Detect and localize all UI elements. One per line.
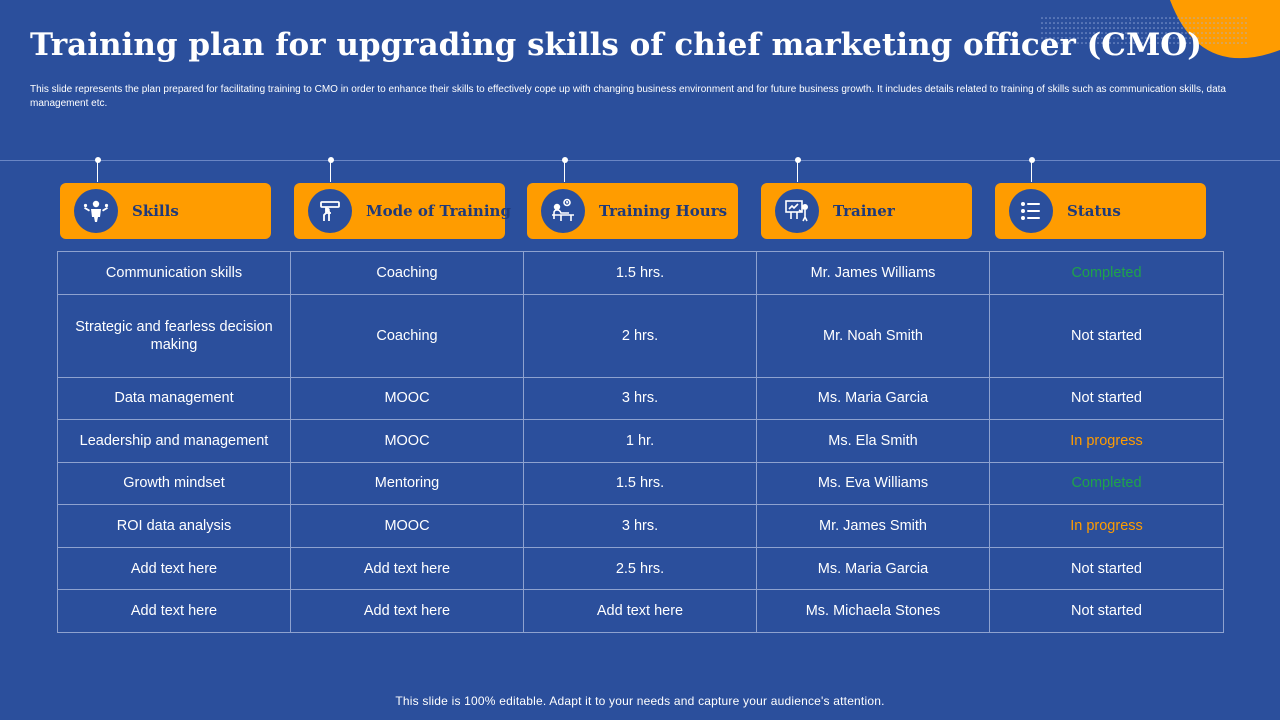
skill-cell: Communication skills bbox=[57, 251, 291, 295]
timeline-dot bbox=[795, 157, 801, 163]
table-row: Growth mindset Mentoring 1.5 hrs. Ms. Ev… bbox=[57, 461, 1224, 506]
trainer-presentation-icon bbox=[775, 189, 819, 233]
hours-cell: 1.5 hrs. bbox=[523, 461, 757, 506]
timeline-connector bbox=[1031, 160, 1032, 182]
training-mode-icon bbox=[308, 189, 352, 233]
header-status: Status bbox=[995, 183, 1206, 239]
trainer-cell: Ms. Michaela Stones bbox=[756, 589, 990, 633]
timeline-connector bbox=[330, 160, 331, 182]
table-row: Data management MOOC 3 hrs. Ms. Maria Ga… bbox=[57, 376, 1224, 421]
timeline-dot bbox=[328, 157, 334, 163]
header-training-hours: Training Hours bbox=[527, 183, 738, 239]
timeline-dot bbox=[562, 157, 568, 163]
training-table: Communication skills Coaching 1.5 hrs. M… bbox=[57, 251, 1224, 633]
skill-cell: Growth mindset bbox=[57, 461, 291, 506]
dot-pattern-decoration bbox=[1041, 17, 1247, 44]
table-row: Communication skills Coaching 1.5 hrs. M… bbox=[57, 251, 1224, 295]
skill-cell: ROI data analysis bbox=[57, 504, 291, 548]
trainer-cell: Mr. Noah Smith bbox=[756, 293, 990, 378]
mode-cell: MOOC bbox=[290, 504, 524, 548]
table-row: Leadership and management MOOC 1 hr. Ms.… bbox=[57, 419, 1224, 463]
slide-footer: This slide is 100% editable. Adapt it to… bbox=[395, 694, 885, 708]
table-row: ROI data analysis MOOC 3 hrs. Mr. James … bbox=[57, 504, 1224, 548]
header-label: Training Hours bbox=[599, 202, 728, 220]
hours-cell: Add text here bbox=[523, 589, 757, 633]
slide-title: Training plan for upgrading skills of ch… bbox=[30, 27, 1202, 63]
timeline-dot bbox=[95, 157, 101, 163]
hours-cell: 3 hrs. bbox=[523, 504, 757, 548]
trainer-cell: Ms. Maria Garcia bbox=[756, 546, 990, 591]
timeline-connector bbox=[797, 160, 798, 182]
table-row: Strategic and fearless decision making C… bbox=[57, 293, 1224, 378]
timeline-line bbox=[0, 160, 1280, 161]
corner-decoration bbox=[1130, 0, 1280, 59]
hours-cell: 3 hrs. bbox=[523, 376, 757, 421]
mode-cell: Coaching bbox=[290, 293, 524, 378]
training-hours-icon bbox=[541, 189, 585, 233]
status-cell: In progress bbox=[989, 419, 1224, 463]
timeline-connector bbox=[97, 160, 98, 182]
hours-cell: 2.5 hrs. bbox=[523, 546, 757, 591]
status-cell: Not started bbox=[989, 376, 1224, 421]
timeline-connector bbox=[564, 160, 565, 182]
header-skills: Skills bbox=[60, 183, 271, 239]
mode-cell: Coaching bbox=[290, 251, 524, 295]
hours-cell: 2 hrs. bbox=[523, 293, 757, 378]
status-cell: Completed bbox=[989, 251, 1224, 295]
hours-cell: 1.5 hrs. bbox=[523, 251, 757, 295]
skill-cell: Strategic and fearless decision making bbox=[57, 293, 291, 378]
header-trainer: Trainer bbox=[761, 183, 972, 239]
mode-cell: Add text here bbox=[290, 589, 524, 633]
mode-cell: MOOC bbox=[290, 419, 524, 463]
status-cell: Not started bbox=[989, 546, 1224, 591]
skill-cell: Add text here bbox=[57, 589, 291, 633]
table-row: Add text here Add text here Add text her… bbox=[57, 589, 1224, 633]
mode-cell: Add text here bbox=[290, 546, 524, 591]
timeline-dot bbox=[1029, 157, 1035, 163]
status-cell: Completed bbox=[989, 461, 1224, 506]
status-list-icon bbox=[1009, 189, 1053, 233]
header-mode-of-training: Mode of Training bbox=[294, 183, 511, 239]
header-label: Status bbox=[1067, 202, 1121, 220]
slide-subtitle: This slide represents the plan prepared … bbox=[30, 84, 1226, 109]
status-cell: Not started bbox=[989, 589, 1224, 633]
mode-cell: MOOC bbox=[290, 376, 524, 421]
trainer-cell: Mr. James Smith bbox=[756, 504, 990, 548]
status-cell: In progress bbox=[989, 504, 1224, 548]
hours-cell: 1 hr. bbox=[523, 419, 757, 463]
status-cell: Not started bbox=[989, 293, 1224, 378]
mode-cell: Mentoring bbox=[290, 461, 524, 506]
trainer-cell: Ms. Ela Smith bbox=[756, 419, 990, 463]
skill-cell: Data management bbox=[57, 376, 291, 421]
table-row: Add text here Add text here 2.5 hrs. Ms.… bbox=[57, 546, 1224, 591]
skill-cell: Leadership and management bbox=[57, 419, 291, 463]
trainer-cell: Ms. Maria Garcia bbox=[756, 376, 990, 421]
header-label: Skills bbox=[132, 202, 179, 220]
trainer-cell: Ms. Eva Williams bbox=[756, 461, 990, 506]
skill-cell: Add text here bbox=[57, 546, 291, 591]
header-label: Trainer bbox=[833, 202, 895, 220]
header-label: Mode of Training bbox=[366, 202, 511, 220]
trainer-cell: Mr. James Williams bbox=[756, 251, 990, 295]
skills-person-icon bbox=[74, 189, 118, 233]
